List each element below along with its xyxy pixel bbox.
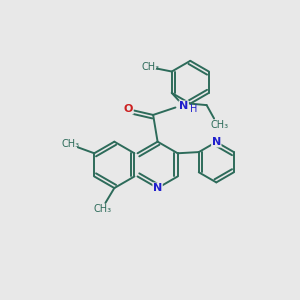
Text: N: N bbox=[153, 183, 162, 193]
Text: H: H bbox=[190, 104, 197, 114]
Text: CH₃: CH₃ bbox=[142, 62, 160, 72]
Text: CH₃: CH₃ bbox=[210, 120, 229, 130]
Text: N: N bbox=[179, 101, 188, 111]
Text: N: N bbox=[212, 137, 221, 147]
Text: CH₃: CH₃ bbox=[61, 140, 80, 149]
Text: O: O bbox=[124, 104, 133, 114]
Text: CH₃: CH₃ bbox=[93, 204, 112, 214]
